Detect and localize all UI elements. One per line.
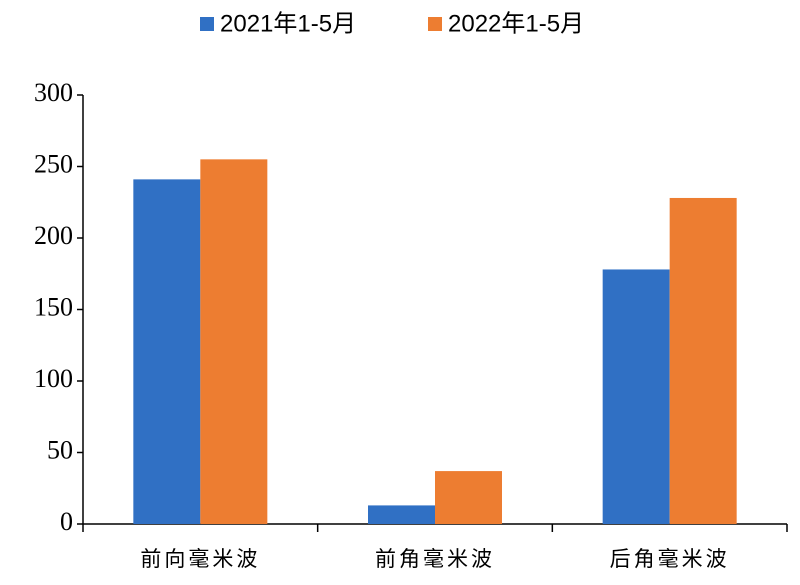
y-tick-label: 200 bbox=[34, 221, 73, 250]
y-tick-label: 50 bbox=[47, 435, 73, 464]
bar bbox=[200, 159, 268, 524]
legend-label: 2022年1-5月 bbox=[448, 10, 584, 37]
legend-swatch bbox=[200, 17, 214, 31]
bar bbox=[435, 471, 502, 524]
bar bbox=[368, 505, 435, 524]
y-tick-label: 0 bbox=[60, 507, 73, 536]
y-tick-label: 300 bbox=[34, 78, 73, 107]
bar bbox=[133, 179, 201, 524]
y-tick-label: 250 bbox=[34, 149, 73, 178]
x-tick-label: 前角毫米波 bbox=[375, 548, 495, 571]
bar bbox=[602, 269, 670, 524]
x-tick-label: 前向毫米波 bbox=[140, 548, 260, 571]
legend-swatch bbox=[428, 17, 442, 31]
x-tick-label: 后角毫米波 bbox=[610, 548, 730, 571]
bar bbox=[669, 197, 737, 524]
y-tick-label: 100 bbox=[34, 364, 73, 393]
legend-label: 2021年1-5月 bbox=[220, 10, 356, 37]
y-tick-label: 150 bbox=[34, 292, 73, 321]
